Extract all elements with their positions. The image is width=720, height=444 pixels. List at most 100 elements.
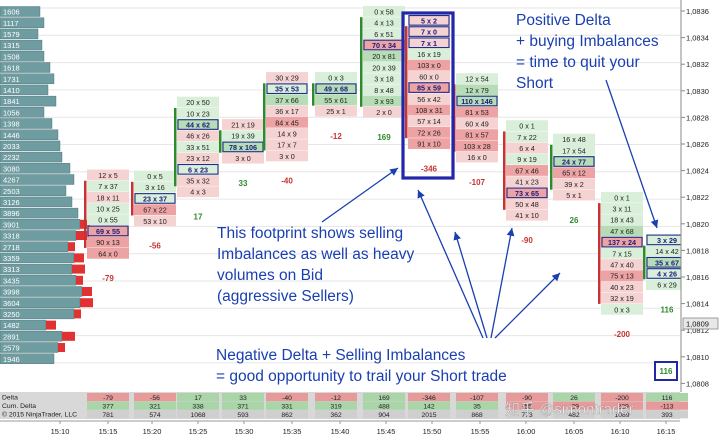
footprint-cell-value: 64 x 0 xyxy=(98,249,118,258)
imbalance-box xyxy=(87,225,129,237)
footprint-cell-value: 73 x 65 xyxy=(515,189,539,198)
footprint-cell xyxy=(553,189,595,201)
summary-cell xyxy=(456,410,498,419)
footprint-cell-value: 10 x 25 xyxy=(96,205,120,214)
annotation-line: Short xyxy=(516,75,554,92)
profile-volume-label: 3080 xyxy=(3,164,20,173)
footprint-cell xyxy=(601,203,643,214)
footprint-cell xyxy=(177,163,219,175)
time-label: 15:35 xyxy=(283,427,302,436)
summary-cell xyxy=(177,401,219,410)
footprint-cell-value: 19 x 39 xyxy=(231,132,255,141)
footprint-cell xyxy=(408,93,450,105)
profile-bar-red xyxy=(76,231,89,240)
profile-bar-red xyxy=(82,287,92,296)
footprint-cell xyxy=(456,106,498,118)
footprint-cell xyxy=(266,72,308,83)
summary-cell xyxy=(363,393,405,402)
summary-cell xyxy=(553,401,595,410)
summary-cell-value: -229 xyxy=(615,403,629,410)
candle-body xyxy=(643,245,646,280)
footprint-cell xyxy=(315,94,357,106)
footprint-cell-value: 57 x 14 xyxy=(417,117,441,126)
summary-cell-value: 904 xyxy=(378,412,390,419)
bar-delta-label: -200 xyxy=(614,330,631,339)
profile-bar xyxy=(0,174,75,185)
footprint-cell xyxy=(408,104,450,116)
footprint-cell-value: 56 x 42 xyxy=(417,95,441,104)
footprint-cell xyxy=(87,247,129,259)
price-axis: 1,0836 1,0834 1,0832 1,0830 1,0828 1,0826 1,08… xyxy=(680,0,720,392)
highlight-box xyxy=(401,11,455,180)
profile-bar-red xyxy=(68,242,75,252)
profile-volume-label: 3998 xyxy=(3,288,20,297)
footprint-cell xyxy=(222,130,264,142)
footprint-cell xyxy=(553,133,595,145)
footprint-cell-value: 4 x 3 xyxy=(190,188,206,197)
footprint-cell-value: 41 x 23 xyxy=(515,178,539,187)
footprint-cell xyxy=(408,37,450,49)
footprint-cell-value: 78 x 106 xyxy=(229,143,257,152)
footprint-cell-value: 6 x 51 xyxy=(374,30,394,39)
footprint-cell xyxy=(601,191,643,203)
price-label: 1,0832 xyxy=(686,60,709,69)
footprint-cell-value: 25 x 1 xyxy=(326,107,346,116)
profile-bar-red xyxy=(76,275,83,285)
footprint-cell-value: 7 x 37 xyxy=(98,182,118,191)
footprint-bar: 3 x 29 14 x 42 35 x 67 4 x 26 6 x 29 116 xyxy=(643,234,688,314)
footprint-cell-value: 10 x 23 xyxy=(186,109,210,118)
footprint-cell xyxy=(553,178,595,190)
profile-volume-label: 1410 xyxy=(3,86,20,95)
profile-bar xyxy=(0,353,55,364)
time-label: 15:25 xyxy=(189,427,208,436)
summary-cell xyxy=(177,410,219,419)
annotation-line: + buying Imbalances xyxy=(516,33,659,50)
imbalance-box xyxy=(456,95,498,107)
footprint-cell-value: 4 x 26 xyxy=(657,269,677,278)
footprint-cell-value: 90 x 13 xyxy=(96,238,120,247)
footprint-cell-value: 67 x 46 xyxy=(515,166,539,175)
footprint-cell-value: 18 x 43 xyxy=(610,216,634,225)
summary-cell-value: 593 xyxy=(237,412,249,419)
price-label: 1,0828 xyxy=(686,113,709,122)
time-label: 15:20 xyxy=(143,427,162,436)
summary-cell xyxy=(177,393,219,402)
footprint-cell-value: 7 x 22 xyxy=(517,133,537,142)
time-label: 15:55 xyxy=(471,427,490,436)
footprint-cell-value: 5 x 2 xyxy=(421,16,437,25)
footprint-cell xyxy=(222,152,264,164)
footprint-cell xyxy=(506,209,548,221)
imbalance-box xyxy=(408,37,450,49)
summary-cell-value: -55 xyxy=(522,403,532,410)
summary-cell-value: -12 xyxy=(331,395,341,402)
summary-cell xyxy=(134,393,176,402)
profile-volume-label: 1731 xyxy=(3,75,20,84)
profile-volume-label: 1841 xyxy=(3,97,20,106)
price-label: 1,0834 xyxy=(686,34,709,43)
footprint-cell xyxy=(408,115,450,127)
footprint-cell xyxy=(266,105,308,117)
footprint-cell-value: 17 x 54 xyxy=(562,146,586,155)
candle-body xyxy=(503,131,506,210)
footprint-cell-value: 75 x 13 xyxy=(610,272,634,281)
profile-volume-label: 2232 xyxy=(3,153,20,162)
footprint-cell xyxy=(363,95,405,107)
footprint-cell xyxy=(601,225,643,237)
bar-delta-label: 26 xyxy=(570,216,579,225)
profile-volume-label: 2579 xyxy=(3,344,20,353)
footprint-cell-value: 103 x 28 xyxy=(463,142,491,151)
footprint-bar: 12 x 5 7 x 37 18 x 11 10 x 25 0 x 55 69 x 55 9… xyxy=(84,169,129,283)
summary-cell-value: 1068 xyxy=(190,412,205,419)
footprint-cell-value: 36 x 17 xyxy=(275,107,299,116)
footprint-cell xyxy=(506,153,548,165)
profile-bar xyxy=(0,129,59,140)
footprint-bar: 0 x 3 49 x 68 55 x 61 25 x 1 -12 xyxy=(312,72,357,141)
annotation-arrow xyxy=(605,79,659,229)
footprint-cell xyxy=(363,73,405,84)
footprint-cell-value: 65 x 12 xyxy=(562,169,586,178)
footprint-cell xyxy=(456,129,498,140)
summary-cell xyxy=(408,401,450,410)
imbalance-box xyxy=(177,119,219,130)
profile-volume-label: 3313 xyxy=(3,265,20,274)
